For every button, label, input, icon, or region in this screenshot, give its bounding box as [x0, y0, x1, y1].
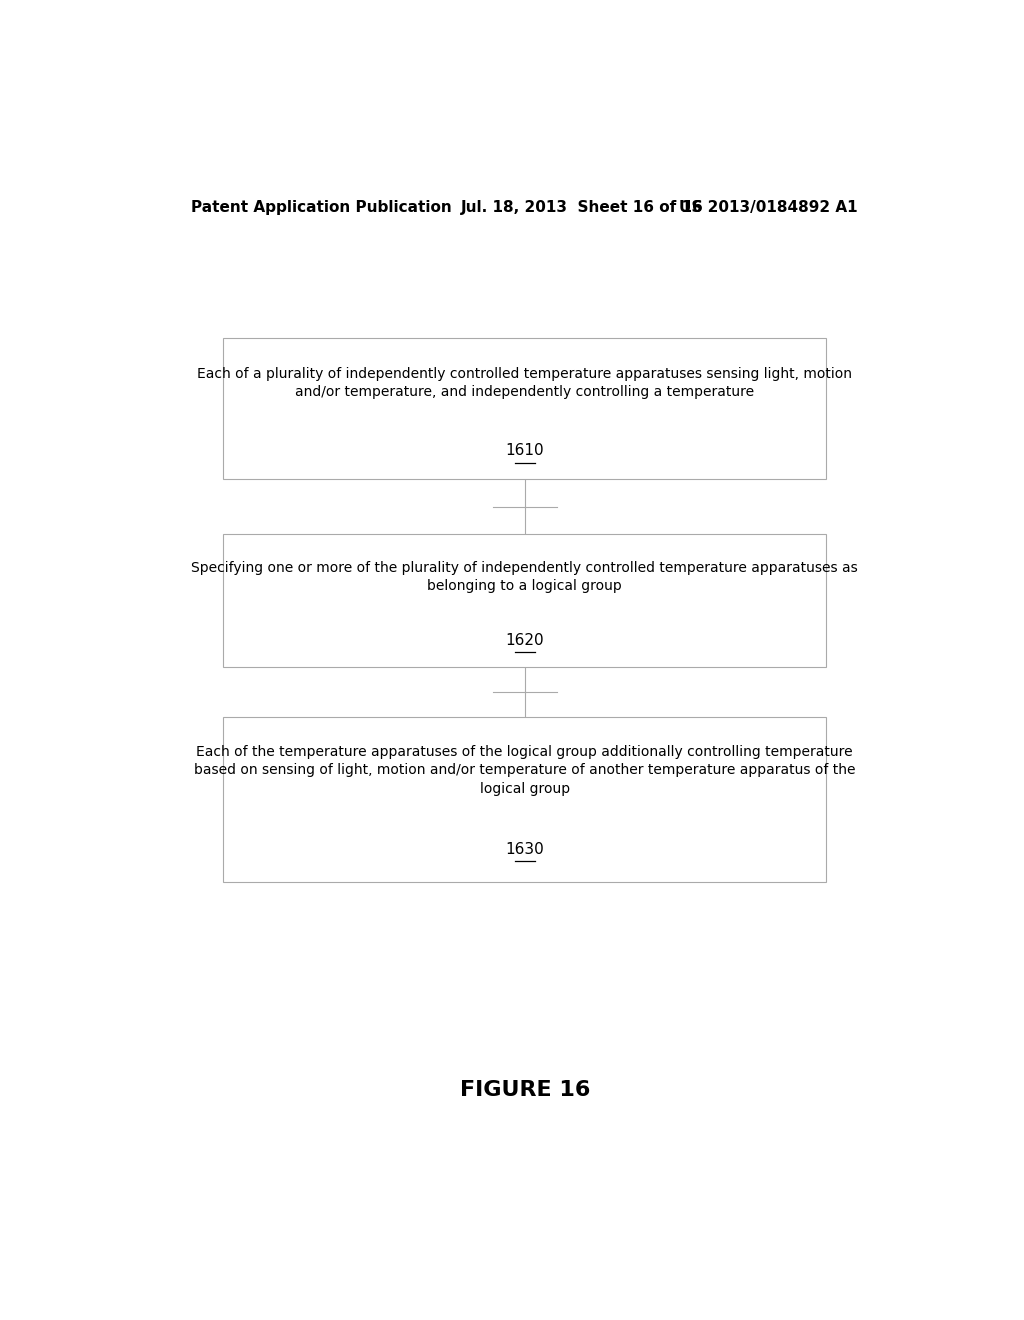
Text: Each of a plurality of independently controlled temperature apparatuses sensing : Each of a plurality of independently con…: [198, 367, 852, 400]
Text: 1610: 1610: [506, 444, 544, 458]
Text: 1620: 1620: [506, 632, 544, 648]
Bar: [223, 338, 826, 479]
Text: Jul. 18, 2013  Sheet 16 of 16: Jul. 18, 2013 Sheet 16 of 16: [461, 199, 705, 215]
Bar: [223, 535, 826, 667]
Bar: [223, 718, 826, 882]
Text: US 2013/0184892 A1: US 2013/0184892 A1: [680, 199, 858, 215]
Text: FIGURE 16: FIGURE 16: [460, 1081, 590, 1101]
Text: Patent Application Publication: Patent Application Publication: [191, 199, 453, 215]
Text: Each of the temperature apparatuses of the logical group additionally controllin: Each of the temperature apparatuses of t…: [195, 744, 855, 796]
Text: Specifying one or more of the plurality of independently controlled temperature : Specifying one or more of the plurality …: [191, 561, 858, 593]
Text: 1630: 1630: [506, 842, 544, 857]
